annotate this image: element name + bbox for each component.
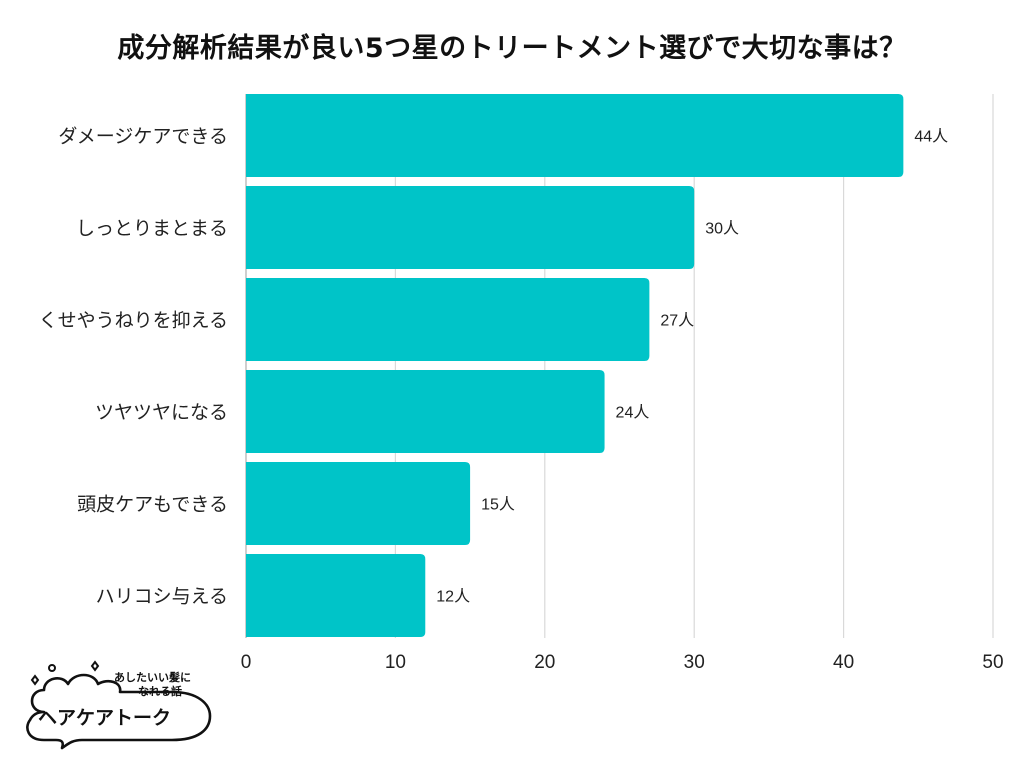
- data-label: 12人: [436, 588, 470, 606]
- data-label: 24人: [616, 404, 650, 422]
- category-label: 頭皮ケアもできる: [77, 494, 228, 516]
- data-label: 44人: [914, 128, 948, 146]
- value-labels: 44人 30人 27人 24人 15人 12人: [436, 128, 948, 606]
- bar: [246, 462, 471, 545]
- gridlines: [245, 94, 994, 638]
- category-label: ダメージケアできる: [58, 126, 228, 148]
- category-labels: ダメージケアできるしっとりまとまるくせやうねりを抑えるツヤツヤになる頭皮ケアもで…: [39, 126, 228, 608]
- bar: [246, 554, 426, 637]
- category-label: ツヤツヤになる: [95, 402, 228, 424]
- bars: [246, 94, 904, 637]
- category-label: ハリコシ与える: [96, 586, 228, 608]
- data-label: 27人: [660, 312, 694, 330]
- bar: [246, 186, 695, 269]
- bar: [246, 278, 650, 361]
- chart-title: 成分解析結果が良い5つ星のトリートメント選びで大切な事は？: [117, 33, 907, 64]
- data-label: 15人: [481, 496, 515, 514]
- x-axis-ticks: 0 10 20 30 40 50: [241, 652, 1004, 673]
- bar: [246, 370, 605, 453]
- x-tick-label: 50: [982, 652, 1003, 673]
- logo-tagline-line2: なれる話: [138, 684, 182, 698]
- x-tick-label: 10: [385, 652, 406, 673]
- bar: [246, 94, 904, 177]
- logo-name: ヘアケアトーク: [38, 707, 171, 729]
- x-tick-label: 40: [833, 652, 854, 673]
- x-tick-label: 0: [241, 652, 252, 673]
- brand-logo: あしたいい髪に なれる話 ヘアケアトーク: [26, 660, 212, 750]
- category-label: くせやうねりを抑える: [39, 310, 228, 332]
- category-label: しっとりまとまる: [76, 218, 228, 240]
- data-label: 30人: [705, 220, 739, 238]
- x-tick-label: 20: [534, 652, 555, 673]
- x-tick-label: 30: [684, 652, 705, 673]
- logo-tagline-line1: あしたいい髪に: [114, 670, 191, 684]
